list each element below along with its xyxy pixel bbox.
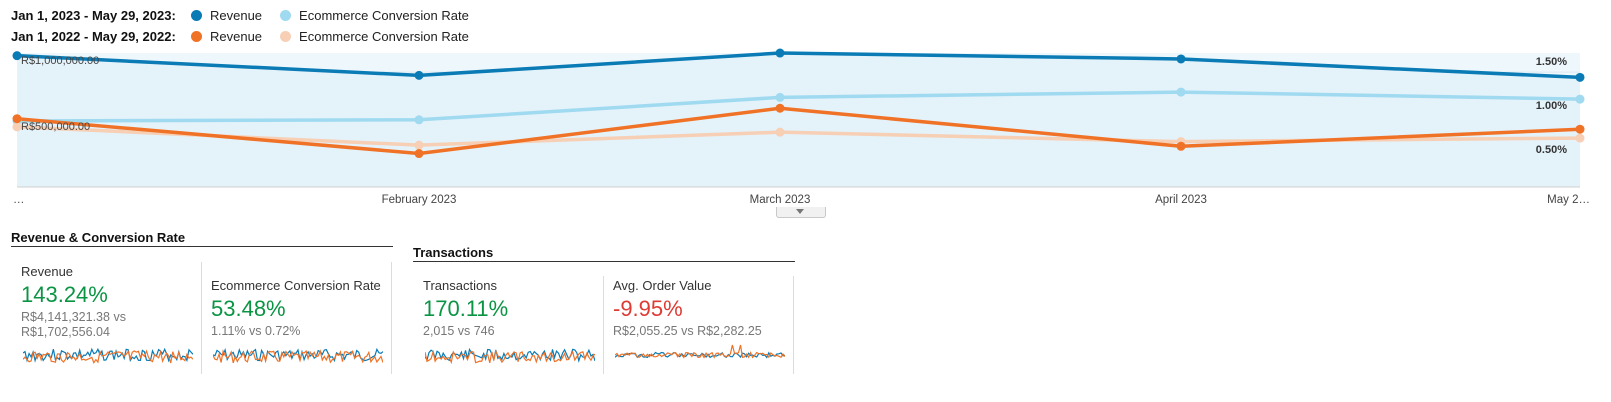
legend-current-revenue[interactable]: Revenue: [191, 8, 262, 23]
metric-compare: 1.11% vs 0.72%: [211, 324, 301, 338]
metric-card-conversion[interactable]: Ecommerce Conversion Rate 53.48% 1.11% v…: [201, 262, 392, 374]
chart-points: [12, 48, 1585, 159]
legend-previous-revenue[interactable]: Revenue: [191, 29, 262, 44]
legend-current: Jan 1, 2023 - May 29, 2023: Revenue Ecom…: [11, 5, 487, 25]
data-point: [1575, 133, 1585, 143]
metric-compare: R$2,055.25 vs R$2,282.25: [613, 324, 762, 338]
x-tick: February 2023: [382, 194, 457, 206]
data-point: [775, 127, 785, 137]
data-point: [775, 103, 785, 113]
legend-previous-conversion[interactable]: Ecommerce Conversion Rate: [280, 29, 469, 44]
sparkline-series: [23, 349, 193, 364]
data-point: [1176, 87, 1186, 97]
y-left-tick: R$500,000.00: [21, 121, 90, 133]
legend-current-range: Jan 1, 2023 - May 29, 2023:: [11, 7, 176, 23]
revenue-conversion-chart[interactable]: R$1,000,000.00 R$500,000.00 1.50% 1.00% …: [0, 48, 1611, 210]
metric-change: -9.95%: [613, 296, 683, 321]
y-right-tick: 1.50%: [1536, 56, 1567, 68]
metric-label: Transactions: [423, 278, 497, 293]
metric-label: Revenue: [21, 264, 74, 279]
legend-label: Revenue: [210, 7, 263, 23]
data-point: [414, 70, 424, 80]
x-tick: …: [13, 194, 25, 206]
metric-compare: 2,015 vs 746: [423, 324, 495, 338]
metric-label: Avg. Order Value: [613, 278, 712, 293]
y-right-tick: 1.00%: [1536, 100, 1567, 112]
legend-label: Ecommerce Conversion Rate: [299, 7, 469, 23]
legend-previous-range: Jan 1, 2022 - May 29, 2022:: [11, 28, 176, 44]
metric-card-aov[interactable]: Avg. Order Value -9.95% R$2,055.25 vs R$…: [603, 276, 794, 374]
sparkline-series: [23, 347, 193, 363]
data-point: [1575, 94, 1585, 104]
x-tick: March 2023: [750, 194, 811, 206]
sparkline: [23, 347, 193, 364]
data-point: [775, 48, 785, 58]
metric-card-revenue[interactable]: Revenue 143.24% R$4,141,321.38 vs R$1,70…: [11, 262, 202, 374]
sparkline: [213, 347, 383, 364]
sparkline: [425, 347, 595, 364]
metric-change: 143.24%: [21, 282, 108, 307]
data-point: [414, 149, 424, 159]
x-tick: April 2023: [1155, 194, 1207, 206]
section-divider: [413, 261, 795, 262]
legend-label: Ecommerce Conversion Rate: [299, 28, 469, 44]
legend-dot-icon: [280, 9, 292, 21]
data-point: [12, 51, 22, 61]
data-point: [414, 115, 424, 125]
data-point: [1176, 141, 1186, 151]
metric-change: 53.48%: [211, 296, 286, 321]
legend-label: Revenue: [210, 28, 263, 44]
section-title-transactions: Transactions: [413, 245, 494, 260]
legend-dot-icon: [280, 30, 292, 42]
sparkline-series: [615, 344, 785, 359]
data-point: [1575, 124, 1585, 134]
x-tick: May 2…: [1547, 194, 1590, 206]
legend-dot-icon: [191, 9, 202, 21]
y-left-tick: R$1,000,000.00: [21, 55, 99, 67]
chart-collapse-handle[interactable]: [776, 207, 826, 218]
legend-dot-icon: [191, 30, 202, 42]
section-divider: [11, 246, 393, 247]
legend-previous: Jan 1, 2022 - May 29, 2022: Revenue Ecom…: [11, 26, 487, 46]
legend-current-conversion[interactable]: Ecommerce Conversion Rate: [280, 8, 469, 23]
data-point: [12, 122, 22, 132]
data-point: [414, 140, 424, 150]
data-point: [775, 92, 785, 102]
data-point: [1575, 72, 1585, 82]
sparkline-series: [425, 349, 595, 364]
section-title-revenue: Revenue & Conversion Rate: [11, 230, 186, 245]
metric-label: Ecommerce Conversion Rate: [211, 278, 381, 293]
data-point: [1176, 54, 1186, 64]
y-right-tick: 0.50%: [1536, 144, 1567, 156]
sparkline: [615, 344, 785, 359]
sparkline-series: [213, 349, 383, 364]
metric-compare: R$4,141,321.38 vs R$1,702,556.04: [21, 310, 126, 339]
data-point: [12, 114, 22, 124]
sparkline-series: [615, 351, 785, 359]
metric-change: 170.11%: [423, 296, 509, 321]
metric-card-transactions[interactable]: Transactions 170.11% 2,015 vs 746: [413, 276, 604, 374]
